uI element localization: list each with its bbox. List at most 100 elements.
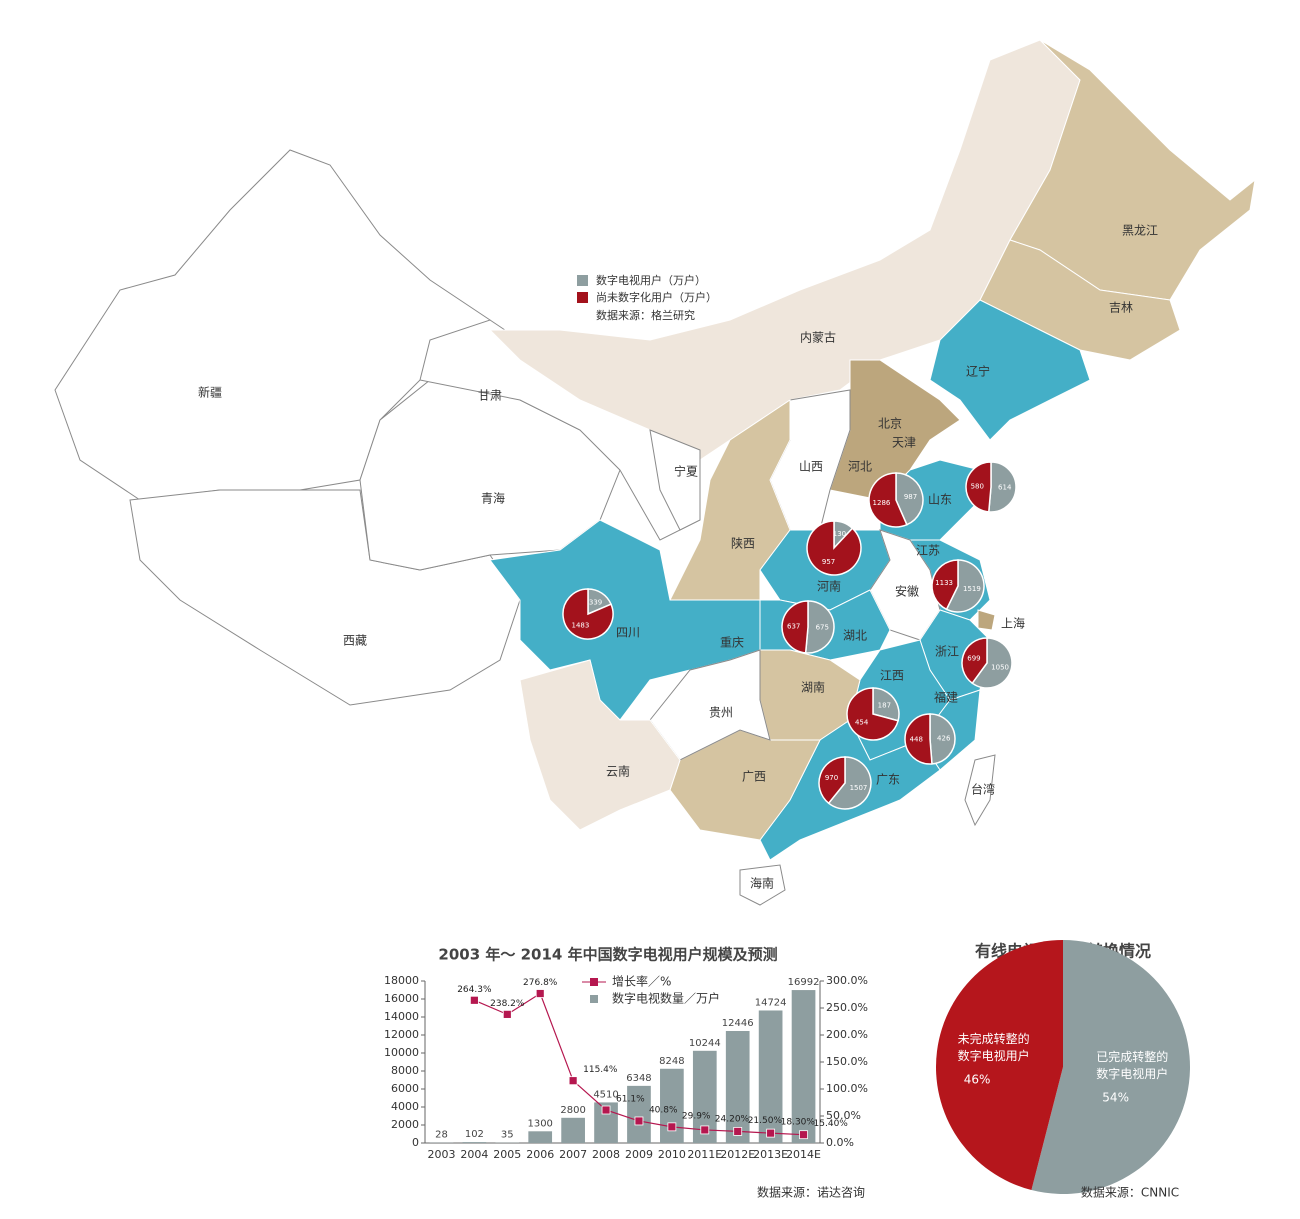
chart-source: 数据来源：CNNIC	[1081, 1185, 1179, 1200]
growth-marker	[799, 1130, 808, 1140]
province-label: 福建	[934, 690, 958, 705]
map-pie-slice	[781, 600, 809, 654]
x-tick-label: 2003	[427, 1148, 455, 1161]
province-label: 江西	[880, 669, 904, 683]
bar-value-label: 6348	[626, 1073, 651, 1084]
province-label: 天津	[892, 436, 916, 450]
legend-swatch	[577, 275, 588, 286]
map-pie-label: 1050	[991, 663, 1009, 671]
map-pie-slice	[827, 756, 872, 810]
growth-value-label: 115.4%	[583, 1065, 618, 1075]
map-pie-label: 1519	[963, 585, 981, 593]
growth-marker	[667, 1122, 677, 1132]
y-tick-label: 14000	[384, 1010, 419, 1023]
growth-marker	[766, 1128, 776, 1138]
legend-label: 数字电视数量／万户	[612, 991, 720, 1006]
pie-slice	[936, 940, 1063, 1191]
map-pie-label: 637	[787, 622, 800, 630]
y2-tick-label: 0.0%	[826, 1136, 854, 1149]
legend-swatch	[590, 978, 598, 986]
province-label: 陕西	[731, 536, 755, 551]
growth-value-label: 61.1%	[616, 1095, 645, 1105]
growth-value-label: 29.9%	[682, 1111, 711, 1121]
bar	[692, 1050, 717, 1143]
map-pie-slice	[868, 472, 908, 528]
legend-label: 数字电视用户（万户）	[596, 273, 706, 287]
growth-marker	[634, 1116, 644, 1126]
province-label: 四川	[616, 626, 640, 640]
x-tick-label: 2004	[460, 1148, 488, 1161]
province-label: 吉林	[1109, 301, 1133, 315]
map-pie-slice	[562, 588, 614, 640]
growth-value-label: 15.40%	[814, 1119, 849, 1129]
map-pie-slice	[987, 461, 1017, 513]
x-tick-label: 2011E	[687, 1148, 722, 1161]
growth-marker	[700, 1125, 710, 1135]
province-label: 山西	[799, 460, 823, 474]
province-label: 甘肃	[478, 389, 502, 403]
x-tick-label: 2005	[493, 1148, 521, 1161]
bar-value-label: 28	[435, 1130, 448, 1141]
y-tick-label: 10000	[384, 1046, 419, 1059]
pie-category-label: 未完成转整的 数字电视用户	[957, 1032, 1030, 1064]
chart-source: 数据来源：诺达咨询	[757, 1185, 865, 1200]
bar-value-label: 8248	[659, 1056, 684, 1067]
province-label: 广东	[876, 773, 900, 787]
province-label: 新疆	[198, 385, 222, 400]
map-pie-label: 987	[904, 493, 917, 501]
map-pie-label: 1286	[873, 499, 891, 507]
bar	[462, 1142, 487, 1143]
map-pie-slice	[895, 472, 924, 526]
bar	[758, 1010, 783, 1143]
map-pie-slice	[929, 713, 956, 765]
map-pie-slice	[904, 713, 933, 765]
map-pie-label: 426	[937, 734, 951, 742]
province-label: 台湾	[971, 782, 995, 797]
map-pie-slice	[945, 559, 985, 613]
map-pie-label: 448	[910, 736, 923, 744]
province-label: 河南	[817, 579, 841, 594]
growth-value-label: 18.30%	[781, 1118, 816, 1128]
pie-slice	[1031, 940, 1191, 1195]
x-tick-label: 2013E	[753, 1148, 788, 1161]
y2-tick-label: 100.0%	[826, 1082, 868, 1095]
province-shape	[929, 299, 1091, 441]
y-tick-label: 4000	[391, 1100, 419, 1113]
province-label: 海南	[750, 876, 774, 891]
y-tick-label: 16000	[384, 992, 419, 1005]
growth-marker	[733, 1126, 743, 1136]
province-label: 湖南	[801, 680, 825, 695]
growth-marker	[469, 995, 479, 1005]
bar	[561, 1117, 585, 1143]
map-pie-label: 699	[967, 655, 980, 663]
province-shape	[964, 754, 996, 827]
growth-marker	[502, 1009, 512, 1019]
province-label: 北京	[878, 417, 902, 431]
y2-tick-label: 300.0%	[826, 974, 868, 987]
pie-value-label: 54%	[1102, 1090, 1129, 1105]
province-shape	[649, 429, 701, 531]
x-tick-label: 2008	[592, 1148, 620, 1161]
growth-value-label: 40.8%	[649, 1105, 678, 1115]
x-tick-label: 2010	[658, 1148, 686, 1161]
province-label: 上海	[1001, 616, 1025, 631]
growth-value-label: 276.8%	[523, 978, 558, 988]
x-tick-label: 2012E	[720, 1148, 755, 1161]
y-tick-label: 6000	[391, 1082, 419, 1095]
pie-category-label: 已完成转整的 数字电视用户	[1096, 1049, 1169, 1081]
bar-value-label: 102	[465, 1129, 484, 1140]
bar	[660, 1068, 684, 1143]
x-tick-label: 2009	[625, 1148, 653, 1161]
map-pie-label: 675	[816, 624, 829, 632]
growth-value-label: 24.20%	[715, 1114, 750, 1124]
bar-value-label: 4510	[593, 1089, 618, 1100]
growth-value-label: 238.2%	[490, 999, 525, 1009]
map-pie-slice	[961, 637, 988, 685]
growth-value-label: 21.50%	[748, 1116, 783, 1126]
map-pie-slice	[931, 559, 959, 611]
province-label: 贵州	[709, 706, 733, 720]
province-label: 河北	[848, 460, 872, 474]
map-pie-label: 957	[822, 558, 835, 566]
map-source: 数据来源：格兰研究	[596, 308, 695, 322]
